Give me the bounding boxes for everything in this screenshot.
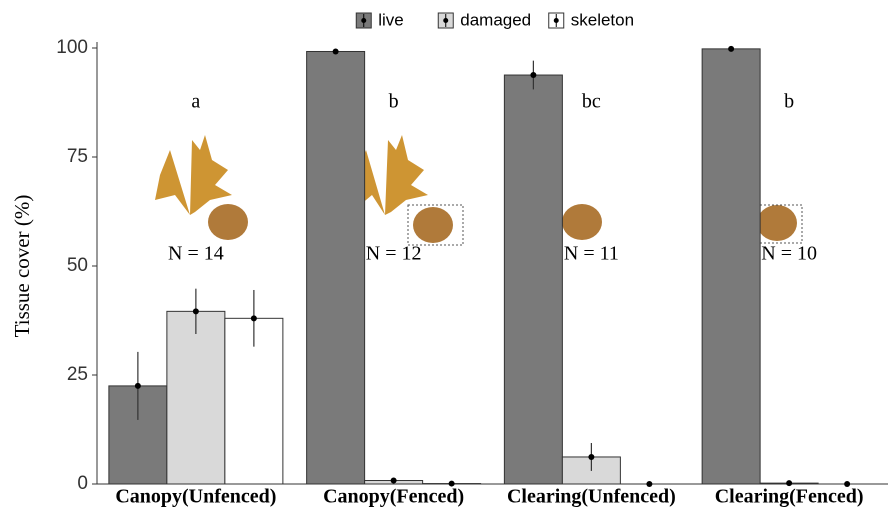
mean-point [448, 480, 455, 487]
y-tick-label: 100 [56, 37, 88, 58]
mean-point [390, 477, 397, 484]
bar [166, 310, 226, 485]
mean-point [250, 315, 257, 322]
mean-point [134, 382, 141, 389]
mean-point [728, 45, 735, 52]
legend-label: skeleton [571, 10, 634, 29]
significance-letter: b [784, 91, 794, 113]
x-tick-label: Clearing(Fenced) [715, 486, 864, 508]
y-tick-label: 0 [77, 473, 88, 494]
legend-dot [361, 18, 367, 23]
sample-size: N = 10 [761, 243, 817, 265]
sample-size: N = 12 [366, 243, 422, 265]
legend-label: live [378, 10, 404, 29]
significance-letter: b [389, 91, 399, 113]
bar [701, 48, 761, 485]
fence-icon [407, 204, 464, 246]
mean-point [530, 72, 537, 79]
y-tick-label: 25 [67, 364, 88, 385]
sample-size: N = 11 [564, 243, 619, 265]
coral-icon [757, 205, 797, 241]
y-tick-label: 50 [67, 255, 88, 276]
bar [306, 50, 366, 485]
mean-point [192, 308, 199, 315]
legend-dot [553, 18, 559, 23]
y-axis-label: Tissue cover (%) [10, 195, 34, 338]
mean-point [332, 48, 339, 55]
x-tick-label: Canopy(Fenced) [323, 486, 464, 508]
y-tick-label: 75 [67, 146, 88, 167]
mean-point [844, 481, 851, 487]
kelp-icon [356, 135, 428, 215]
significance-letter: a [191, 91, 200, 113]
coral-icon [208, 204, 248, 240]
legend-label: damaged [460, 10, 531, 29]
x-tick-label: Canopy(Unfenced) [115, 486, 276, 508]
mean-point [588, 453, 595, 460]
significance-letter: bc [582, 91, 601, 113]
kelp-icon [155, 135, 232, 215]
sample-size: N = 14 [168, 243, 224, 265]
legend-dot [443, 18, 449, 23]
coral-icon [562, 204, 602, 240]
coral-icon [413, 207, 453, 243]
mean-point [786, 480, 793, 487]
bar [503, 74, 563, 485]
mean-point [646, 481, 653, 487]
x-tick-label: Clearing(Unfenced) [507, 486, 676, 508]
